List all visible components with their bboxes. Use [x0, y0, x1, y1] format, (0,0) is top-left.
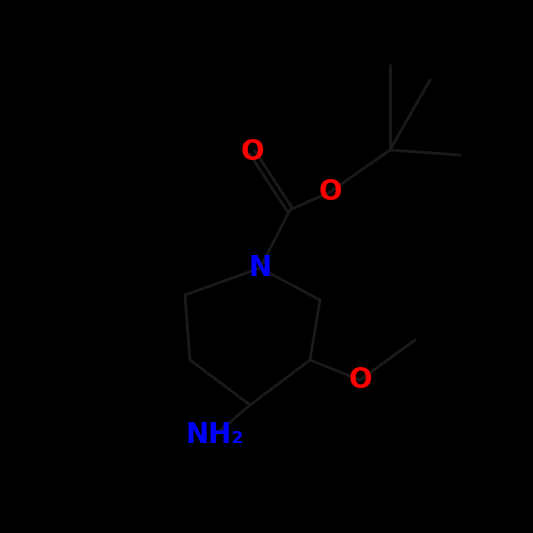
Text: NH₂: NH₂ [186, 421, 244, 449]
Text: N: N [248, 254, 271, 282]
Text: O: O [240, 138, 264, 166]
Text: O: O [348, 366, 372, 394]
Text: O: O [318, 178, 342, 206]
